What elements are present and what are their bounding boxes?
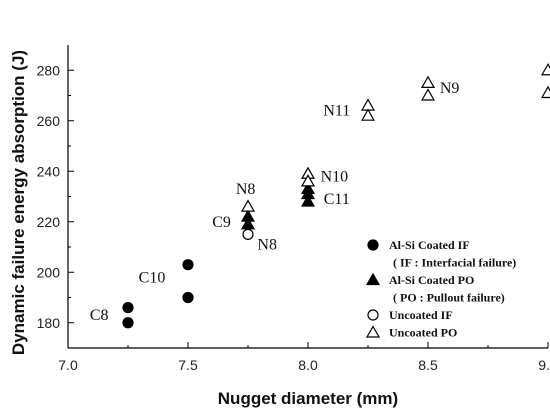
legend: Al-Si Coated IF ( IF : Interfacial failur… — [365, 238, 516, 340]
point-label: C8 — [90, 307, 109, 324]
data-point-open-triangle — [420, 75, 436, 88]
point-annotations: C8C10N8C9N8N10C11N11N9N12 — [90, 80, 460, 324]
y-tick-label: 220 — [37, 214, 61, 230]
axis-ticks — [67, 69, 549, 348]
data-point-open-triangle — [360, 108, 376, 121]
legend-entry-label: ( PO : Pullout failure) — [393, 291, 505, 305]
tick-labels: 7.0 7.5 8.0 8.5 9.0 180 200 220 240 260 280 — [37, 62, 550, 373]
data-point-filled-circle — [182, 291, 194, 304]
legend-entry-label: Uncoated PO — [389, 326, 457, 340]
y-axis-title: Dynamic failure energy absorption (J) — [9, 50, 28, 355]
point-label: C10 — [139, 269, 166, 286]
point-label: N9 — [440, 80, 460, 97]
data-point-filled-circle — [122, 302, 134, 314]
legend-entry-label: ( IF : Interfacial failure) — [393, 256, 516, 270]
data-point-open-triangle — [540, 85, 550, 99]
point-label: N8 — [257, 237, 277, 254]
data-point-filled-triangle — [240, 217, 256, 230]
legend-entry-label: Al-Si Coated PO — [389, 273, 474, 287]
data-point-open-triangle — [540, 63, 550, 76]
x-tick-label: 9.0 — [538, 357, 550, 373]
data-point-open-triangle — [300, 174, 316, 187]
x-axis-title: Nugget diameter (mm) — [218, 389, 398, 408]
point-label: N10 — [321, 168, 349, 185]
data-points — [122, 63, 550, 329]
y-tick-label: 260 — [37, 113, 61, 129]
x-tick-label: 8.0 — [298, 357, 318, 373]
data-point-filled-circle — [122, 317, 134, 329]
legend-entry-label: Al-Si Coated IF — [389, 238, 470, 252]
y-tick-label: 200 — [37, 264, 61, 280]
x-tick-label: 7.5 — [178, 357, 198, 373]
data-point-filled-triangle — [300, 194, 316, 207]
y-tick-label: 180 — [37, 315, 61, 331]
y-tick-label: 240 — [37, 163, 61, 179]
data-point-open-triangle — [420, 88, 436, 101]
y-tick-label: 280 — [37, 62, 61, 78]
data-point-filled-circle — [182, 259, 194, 271]
legend-marker — [365, 325, 381, 338]
legend-marker — [367, 239, 379, 251]
point-label: N8 — [236, 181, 256, 198]
point-label: N11 — [323, 103, 350, 120]
x-tick-label: 7.0 — [58, 357, 78, 373]
data-point-open-circle — [242, 228, 254, 240]
point-label: C11 — [324, 191, 350, 208]
data-point-open-triangle — [240, 199, 256, 212]
legend-marker — [365, 272, 381, 286]
point-label: C9 — [212, 214, 231, 231]
x-tick-label: 8.5 — [418, 357, 438, 373]
legend-entry-label: Uncoated IF — [389, 308, 453, 322]
legend-marker — [367, 309, 379, 321]
